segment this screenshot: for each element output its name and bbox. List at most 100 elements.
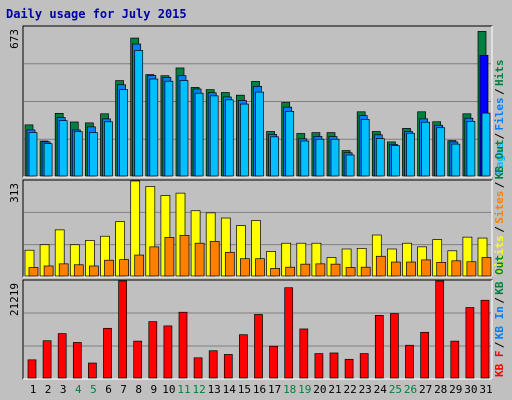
bar-pages-day-24 — [375, 138, 385, 177]
legend-separator: / — [493, 297, 506, 304]
bar-sites-day-25 — [391, 261, 401, 277]
x-tick-label: 12 — [192, 383, 205, 396]
bar-kbytes-day-2 — [42, 340, 52, 379]
bar-kbytes-day-16 — [254, 314, 263, 379]
bar-pages-day-6 — [104, 121, 113, 177]
y-max-label: 673 — [8, 29, 21, 49]
bar-kbytes-day-23 — [359, 353, 369, 379]
x-tick-label: 21 — [328, 383, 341, 396]
bar-kbytes-day-1 — [27, 359, 37, 379]
x-tick-label: 27 — [419, 383, 432, 396]
bar-kbytes-day-29 — [450, 340, 460, 379]
bar-pages-day-28 — [436, 127, 446, 177]
bar-pages-day-9 — [149, 78, 159, 177]
bar-kbytes-day-7 — [118, 280, 127, 379]
bar-sites-day-13 — [209, 241, 220, 277]
x-tick-label: 1 — [30, 383, 37, 396]
bar-pages-day-7 — [119, 89, 128, 177]
x-tick-label: 16 — [253, 383, 266, 396]
bar-pages-day-3 — [58, 120, 68, 177]
x-tick-label: 15 — [238, 383, 251, 396]
bar-kbytes-day-8 — [133, 340, 143, 379]
bar-pages-day-8 — [134, 50, 144, 177]
bar-sites-day-29 — [451, 260, 462, 277]
bar-pages-day-23 — [360, 118, 370, 177]
legend-kb-out: KB Out — [493, 140, 506, 180]
bar-kbytes-day-9 — [148, 321, 158, 379]
bar-sites-day-3 — [58, 263, 69, 277]
bar-pages-day-17 — [270, 136, 279, 177]
legend-sites: Sites — [493, 191, 506, 224]
bar-sites-day-27 — [421, 259, 431, 277]
bar-kbytes-day-12 — [193, 357, 203, 379]
bar-kbytes-day-27 — [420, 331, 429, 379]
chart-title: Daily usage for July 2015 — [6, 7, 187, 21]
bar-kbytes-day-3 — [57, 333, 67, 379]
bar-sites-day-2 — [43, 265, 54, 277]
legend-kb-out: KB Out — [493, 255, 506, 295]
bar-sites-day-8 — [134, 254, 145, 277]
x-tick-label: 5 — [90, 383, 97, 396]
x-axis-day-labels: 1 2 3 4 5 6 7 8 9 10 11 12 13 14 15 16 17 18 19 20 21 22 23 24 2… — [30, 383, 493, 396]
bar-pages-day-25 — [391, 145, 400, 177]
bar-sites-day-7 — [119, 259, 129, 277]
bar-pages-day-18 — [285, 111, 295, 177]
x-tick-label: 25 — [389, 383, 402, 396]
bar-pages-day-30 — [466, 120, 476, 177]
x-tick-label: 13 — [208, 383, 221, 396]
bar-sites-day-23 — [360, 266, 371, 277]
bar-sites-day-4 — [73, 264, 84, 277]
x-tick-label: 22 — [343, 383, 356, 396]
bar-sites-day-18 — [285, 266, 296, 277]
x-tick-label: 20 — [313, 383, 326, 396]
y-max-label: 21219 — [8, 283, 21, 316]
x-tick-label: 23 — [359, 383, 372, 396]
bar-pages-day-14 — [224, 99, 234, 177]
legend-separator: / — [493, 181, 506, 188]
bar-kbytes-day-25 — [390, 313, 399, 379]
bar-sites-day-1 — [28, 267, 39, 277]
bar-sites-day-10 — [164, 237, 175, 277]
bar-kbytes-day-22 — [344, 358, 354, 379]
bar-kbytes-day-13 — [208, 350, 218, 379]
bar-pages-day-2 — [43, 143, 53, 177]
x-tick-label: 28 — [434, 383, 447, 396]
bar-sites-day-30 — [466, 261, 477, 277]
bar-kbytes-day-30 — [465, 307, 475, 379]
bar-kbytes-day-31 — [480, 299, 490, 379]
legend-visits: Visits — [493, 235, 506, 275]
bar-pages-day-15 — [240, 103, 249, 177]
bar-kbytes-day-5 — [88, 362, 97, 379]
bar-sites-day-15 — [240, 258, 250, 277]
bar-pages-day-11 — [179, 80, 189, 177]
bar-sites-day-22 — [345, 267, 356, 277]
x-tick-label: 2 — [45, 383, 52, 396]
bar-kbytes-day-17 — [269, 345, 278, 379]
legend-kb-f: KB F — [493, 351, 506, 378]
legend-pages: Pages — [493, 142, 506, 175]
x-tick-label: 26 — [404, 383, 417, 396]
bar-sites-day-12 — [194, 242, 205, 277]
bar-sites-day-31 — [481, 257, 492, 277]
bar-sites-day-20 — [315, 263, 326, 277]
bar-kbytes-day-6 — [103, 327, 112, 379]
bar-pages-day-22 — [345, 154, 355, 177]
legend-separator: / — [493, 133, 506, 140]
legend-files: Files — [493, 97, 506, 130]
bar-pages-day-16 — [255, 91, 264, 177]
bar-kbytes-day-20 — [314, 353, 324, 379]
legend-kb-in: KB In — [493, 306, 506, 339]
x-tick-label: 10 — [162, 383, 175, 396]
bar-pages-day-5 — [89, 132, 98, 177]
bar-kbytes-day-26 — [405, 344, 414, 379]
bar-sites-day-24 — [375, 255, 386, 277]
bar-pages-day-20 — [315, 138, 325, 177]
bar-pages-day-4 — [73, 131, 83, 177]
x-tick-label: 9 — [150, 383, 157, 396]
bar-pages-day-12 — [194, 92, 204, 177]
bar-kbytes-day-21 — [329, 352, 339, 379]
legend-separator: / — [493, 341, 506, 348]
legend-separator: / — [493, 88, 506, 95]
